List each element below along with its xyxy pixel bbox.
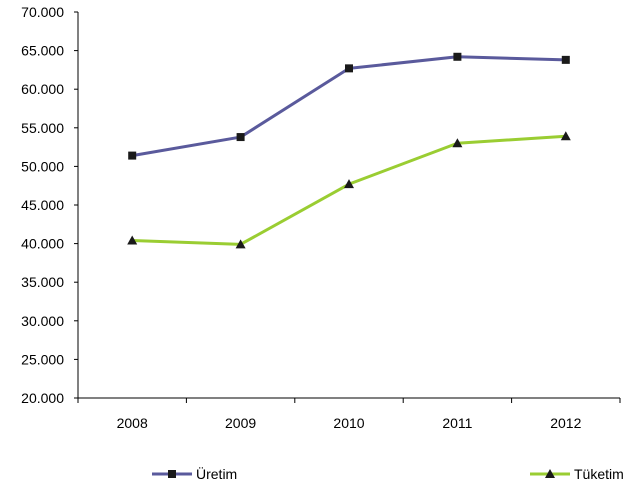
legend-entry: Üretim [152, 465, 237, 482]
series-tuketim [127, 131, 571, 249]
y-tick-label: 60.000 [21, 81, 64, 97]
y-tick-label: 70.000 [21, 4, 64, 20]
y-tick-label: 35.000 [21, 274, 64, 290]
data-point [453, 52, 462, 61]
data-point [344, 179, 354, 189]
x-tick-label: 2012 [550, 415, 581, 431]
y-tick-label: 30.000 [21, 313, 64, 329]
series-line [132, 134, 566, 246]
x-tick-label: 2008 [117, 415, 148, 431]
y-tick-label: 45.000 [21, 197, 64, 213]
legend: Üretim Tüketim [152, 465, 624, 482]
y-tick-label: 50.000 [21, 158, 64, 174]
x-tick-label: 2011 [442, 415, 472, 431]
data-point [127, 235, 138, 245]
data-point [235, 239, 246, 249]
y-tick-labels: 20.000 25.000 30.000 35.000 40.000 45.000 50.0… [21, 4, 78, 406]
data-point [128, 151, 137, 160]
legend-entry: Tüketim [530, 466, 624, 482]
legend-marker [168, 470, 176, 478]
series-uretim [128, 52, 570, 160]
y-tick-label: 40.000 [21, 236, 64, 252]
legend-marker [545, 469, 555, 478]
data-point [345, 64, 353, 73]
x-axis: 2008 2009 2010 2011 2012 [77, 397, 621, 431]
x-tick-labels: 2008 2009 2010 2011 2012 [77, 398, 621, 431]
series-layer [127, 52, 571, 249]
data-point [561, 55, 570, 64]
data-point [236, 133, 245, 142]
legend-label: Tüketim [574, 466, 624, 482]
y-tick-label: 20.000 [21, 390, 64, 406]
y-tick-label: 55.000 [21, 120, 64, 136]
y-tick-label: 65.000 [21, 43, 64, 59]
y-axis: 20.000 25.000 30.000 35.000 40.000 45.000 50.0… [21, 4, 79, 406]
y-tick-label: 25.000 [21, 351, 64, 367]
x-tick-label: 2010 [333, 415, 364, 431]
legend-label: Üretim [196, 465, 237, 482]
data-point [560, 131, 571, 141]
x-tick-label: 2009 [225, 415, 256, 431]
data-point [452, 138, 463, 148]
